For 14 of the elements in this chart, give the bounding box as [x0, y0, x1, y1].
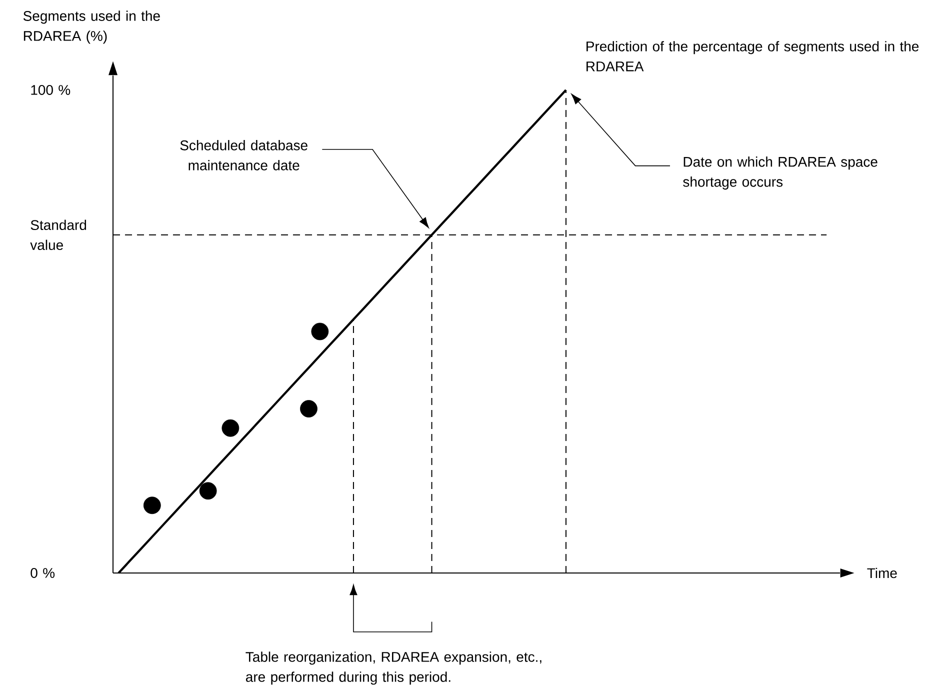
annotation: Date on which RDAREA space shortage occurs	[683, 156, 878, 190]
annotation: Scheduled database maintenance date	[180, 140, 308, 170]
y-tick-label: 0 %	[30, 568, 55, 578]
text: Table reorganization, RDAREA expansion, etc., are performed during this period.	[246, 652, 542, 685]
point	[300, 400, 318, 418]
x-axis-title: Time	[867, 568, 897, 578]
y-tick-label: 100 %	[31, 85, 70, 95]
y-axis-title: Segments used in the RDAREA (%)	[23, 10, 160, 44]
text: Prediction of the percentage of segments used in the RDAREA	[586, 41, 919, 72]
point	[311, 322, 329, 340]
point	[199, 482, 217, 500]
point	[222, 419, 240, 437]
point	[143, 496, 161, 514]
y-tick-label: Standard value	[30, 220, 86, 250]
